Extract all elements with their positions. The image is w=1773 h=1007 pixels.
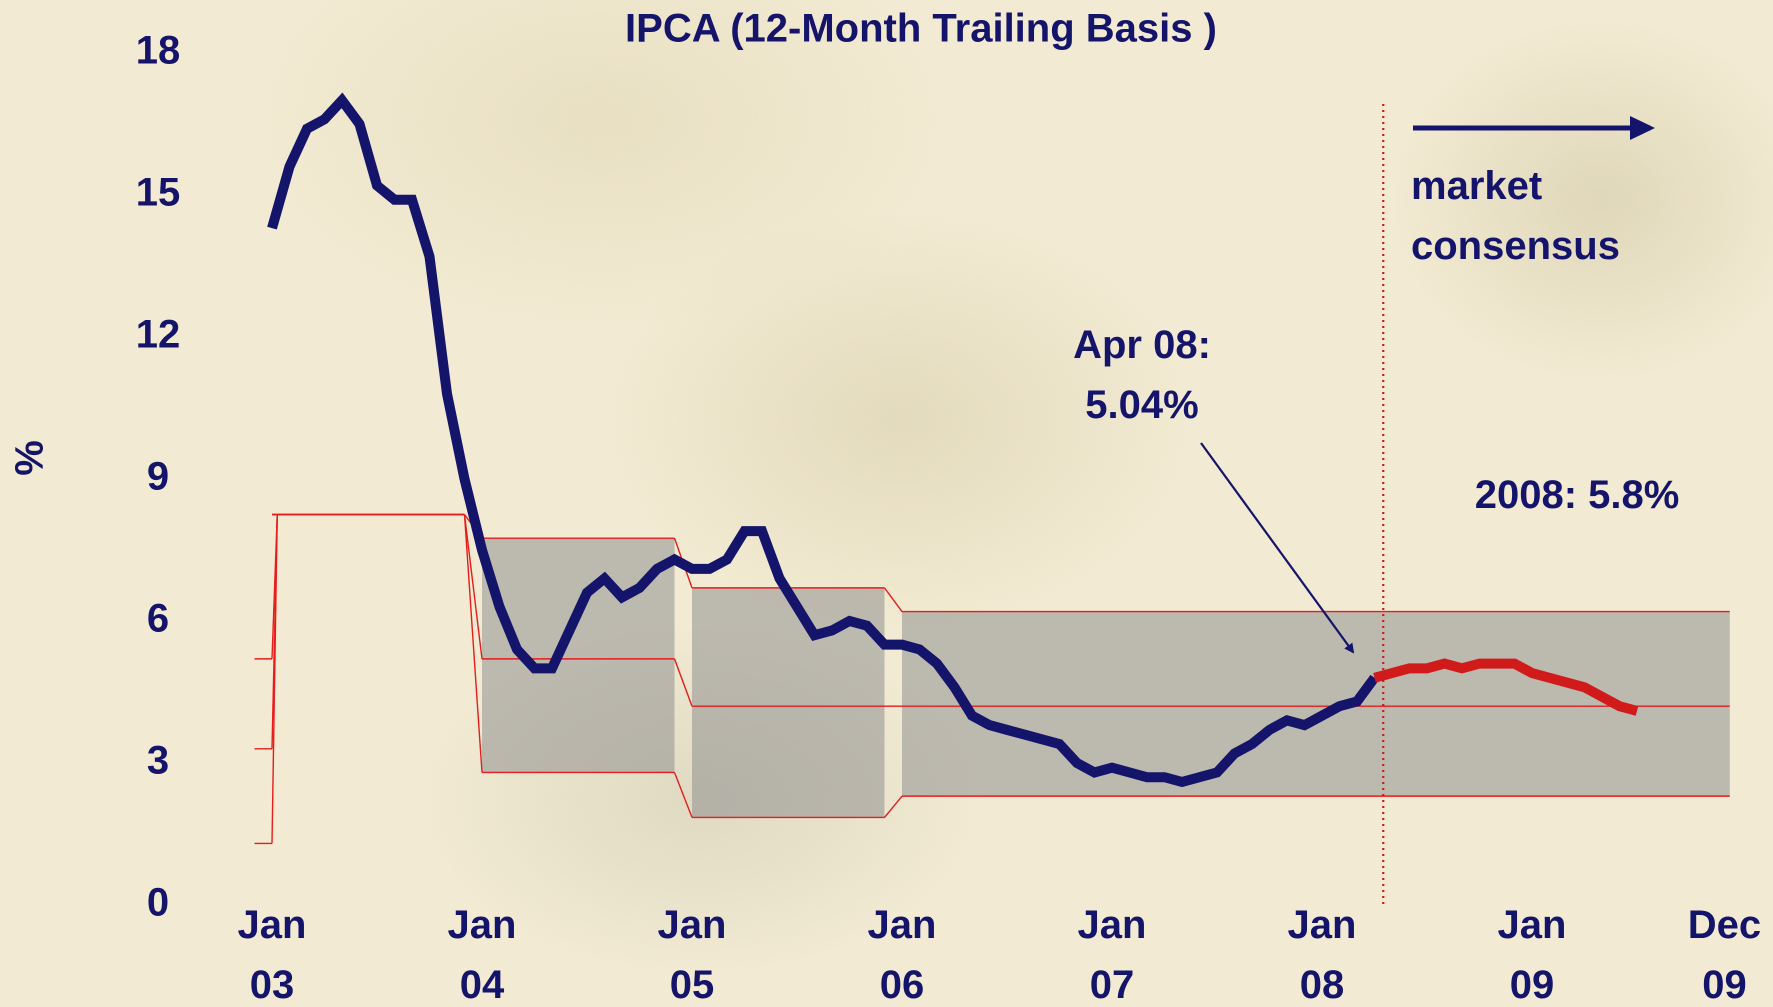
x-tick-label: Jan 09 [1487,895,1577,1007]
x-tick-label: Jan 07 [1067,895,1157,1007]
chart-title: IPCA (12-Month Trailing Basis ) [625,7,1217,51]
annotation: 2008: 5.8% [1437,465,1717,525]
target-transition [675,772,693,817]
y-tick-label: 3 [147,739,169,783]
annotation: Apr 08: 5.04% [1057,315,1227,435]
y-axis-label: % [8,440,52,476]
y-tick-label: 15 [136,171,181,215]
target-transition [675,659,693,706]
x-tick-label: Jan 06 [857,895,947,1007]
y-tick-label: 0 [147,881,169,925]
target-band [482,538,675,772]
target-transition [885,588,903,612]
target-transition [885,796,903,817]
y-tick-label: 9 [147,455,169,499]
page: IPCA (12-Month Trailing Basis ) % 0 3 6 9 12… [0,0,1773,1007]
x-tick-label: Jan 04 [437,895,527,1007]
y-tick-label: 6 [147,597,169,641]
consensus-arrow-head [1630,116,1655,140]
x-tick-label: Dec 09 [1680,895,1770,1007]
x-tick-label: Jan 03 [227,895,317,1007]
y-tick-label: 18 [136,29,181,73]
annotation: market consensus [1411,156,1671,276]
y-tick-label: 12 [136,313,181,357]
x-tick-label: Jan 05 [647,895,737,1007]
x-tick-label: Jan 08 [1277,895,1367,1007]
